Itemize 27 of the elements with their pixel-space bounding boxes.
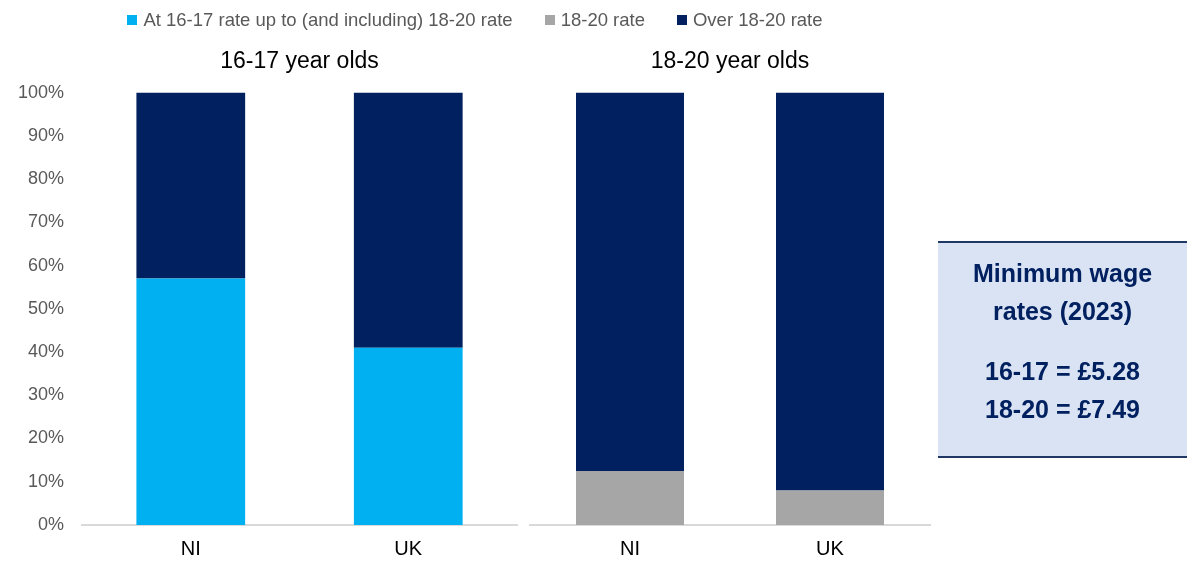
bar (353, 347, 463, 525)
y-tick-label: 0% (38, 513, 65, 534)
x-tick-label: UK (816, 536, 845, 559)
y-tick-label: 80% (28, 168, 65, 189)
y-tick-label: 50% (28, 297, 65, 318)
y-tick-label: 10% (28, 470, 65, 491)
text: Minimum wage rates (2023) (971, 258, 1154, 327)
x-tick-label: NI (620, 536, 640, 559)
y-tick-label: 30% (28, 384, 65, 405)
chart-title: 18-20 year olds (650, 47, 810, 74)
legend-label: At 16-17 rate up to (and including) 18-20 rate (143, 9, 513, 31)
y-tick-label: 90% (28, 124, 65, 145)
y-tick-label: 100% (17, 81, 65, 102)
bar (353, 92, 463, 348)
x-tick-label: UK (394, 536, 423, 559)
chart-title: 16-17 year olds (220, 47, 379, 74)
legend-label: 18-20 rate (560, 9, 645, 31)
y-tick-label: 20% (28, 427, 65, 448)
y-tick-label: 60% (28, 254, 65, 275)
text: 16-17 = £5.28 (984, 356, 1141, 387)
y-tick-label: 40% (28, 341, 65, 362)
text: 18-20 = £7.49 (984, 394, 1141, 425)
y-tick-label: 70% (28, 211, 65, 232)
x-tick-label: NI (180, 536, 201, 559)
bar (136, 92, 246, 279)
legend-label: Over 18-20 rate (692, 9, 823, 31)
bar (136, 278, 246, 525)
